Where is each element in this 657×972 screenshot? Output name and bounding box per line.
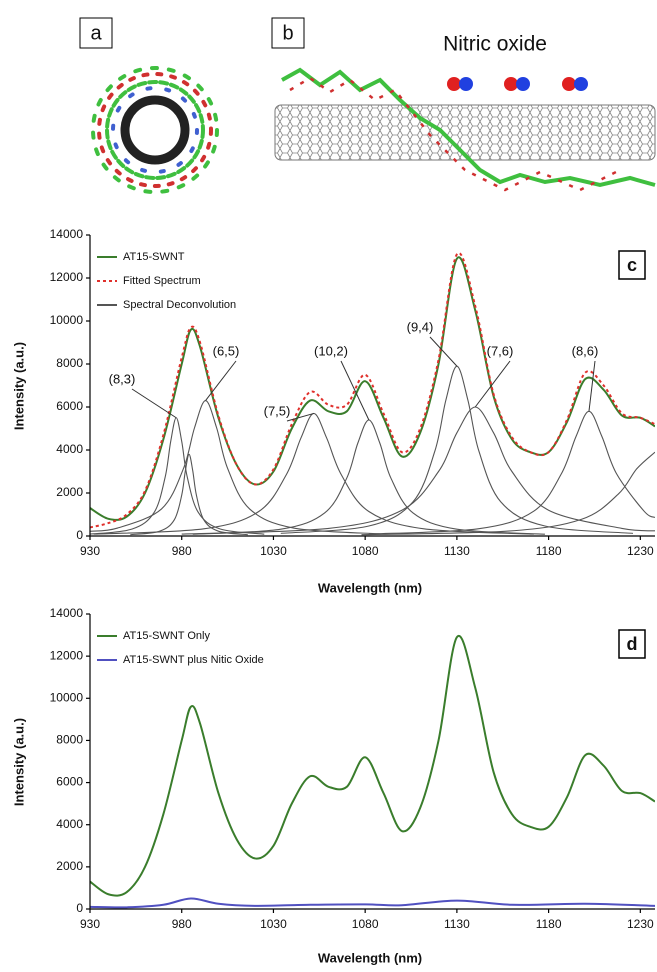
x-axis-title: Wavelength (nm) <box>318 950 422 965</box>
leader-line <box>205 360 237 401</box>
data-line <box>181 406 655 535</box>
x-tick-label: 1180 <box>536 544 562 558</box>
panel-label: c <box>627 255 637 275</box>
nanotube-end <box>120 95 190 165</box>
y-tick-label: 14000 <box>50 606 84 620</box>
y-tick-label: 4000 <box>56 817 83 831</box>
panel-box <box>618 629 646 659</box>
plot-area <box>90 634 655 909</box>
y-tick-label: 4000 <box>56 442 83 456</box>
y-tick-label: 8000 <box>56 356 83 370</box>
dna-strand <box>281 67 656 188</box>
y-tick-label: 0 <box>76 901 83 915</box>
data-line <box>90 897 655 909</box>
x-tick-label: 1080 <box>352 544 379 558</box>
y-tick-label: 2000 <box>56 485 83 499</box>
leader-line <box>286 412 314 422</box>
leader-line <box>340 360 370 421</box>
y-tick-label: 8000 <box>56 733 83 747</box>
x-tick-label: 930 <box>80 544 100 558</box>
data-line <box>90 634 655 897</box>
x-tick-label: 1030 <box>260 544 287 558</box>
legend-label: Fitted Spectrum <box>123 275 201 287</box>
y-tick-label: 14000 <box>50 227 84 241</box>
y-tick-label: 10000 <box>50 690 84 704</box>
x-tick-label: 1080 <box>352 917 379 931</box>
leader-line <box>588 360 596 412</box>
x-axis-title: Wavelength (nm) <box>318 580 422 595</box>
y-axis-title: Intensity (a.u.) <box>11 718 26 806</box>
data-line <box>90 417 265 535</box>
y-tick-label: 2000 <box>56 859 83 873</box>
panel-box <box>271 17 305 49</box>
leader-line <box>131 388 177 419</box>
data-line <box>90 251 655 529</box>
y-tick-label: 6000 <box>56 399 83 413</box>
x-tick-label: 1130 <box>444 917 470 931</box>
molecule-wrap <box>91 66 219 194</box>
peak-label: (8,3) <box>109 371 136 386</box>
panel-box <box>618 250 646 280</box>
leader-line <box>474 360 511 408</box>
peak-label: (9,4) <box>407 319 434 334</box>
y-tick-label: 12000 <box>50 270 84 284</box>
panel-label: a <box>90 22 102 44</box>
legend-label: AT15-SWNT plus Nitic Oxide <box>123 654 264 666</box>
legend-label: AT15-SWNT Only <box>123 630 210 642</box>
x-tick-label: 1180 <box>536 917 562 931</box>
y-tick-label: 6000 <box>56 775 83 789</box>
data-line <box>368 410 655 535</box>
y-axis-title: Intensity (a.u.) <box>11 342 26 430</box>
peak-label: (6,5) <box>213 343 240 358</box>
peak-label: (8,6) <box>572 343 599 358</box>
panel-label: b <box>282 22 293 44</box>
x-tick-label: 930 <box>80 917 100 931</box>
x-tick-label: 980 <box>172 544 192 558</box>
x-tick-label: 1030 <box>260 917 287 931</box>
y-tick-label: 0 <box>76 528 83 542</box>
legend-label: Spectral Deconvolution <box>123 299 236 311</box>
data-line <box>361 451 655 536</box>
x-tick-label: 980 <box>172 917 192 931</box>
x-tick-label: 1230 <box>627 544 654 558</box>
molecule-label: Nitric oxide <box>443 33 547 56</box>
plot-area <box>90 251 655 536</box>
leader-line <box>429 336 458 367</box>
data-line <box>90 256 655 521</box>
panel-box <box>79 17 113 49</box>
peak-label: (7,5) <box>264 403 291 418</box>
y-tick-label: 12000 <box>50 648 84 662</box>
x-tick-label: 1130 <box>444 544 470 558</box>
peak-label: (7,6) <box>487 343 514 358</box>
no-molecules <box>447 77 588 91</box>
nanotube <box>274 104 656 161</box>
data-line <box>280 365 634 534</box>
panel-label: d <box>627 634 638 654</box>
data-line <box>93 412 534 535</box>
legend-label: AT15-SWNT <box>123 251 185 263</box>
x-tick-label: 1230 <box>627 917 654 931</box>
peak-label: (10,2) <box>314 343 348 358</box>
y-tick-label: 10000 <box>50 313 84 327</box>
data-line <box>130 453 248 536</box>
